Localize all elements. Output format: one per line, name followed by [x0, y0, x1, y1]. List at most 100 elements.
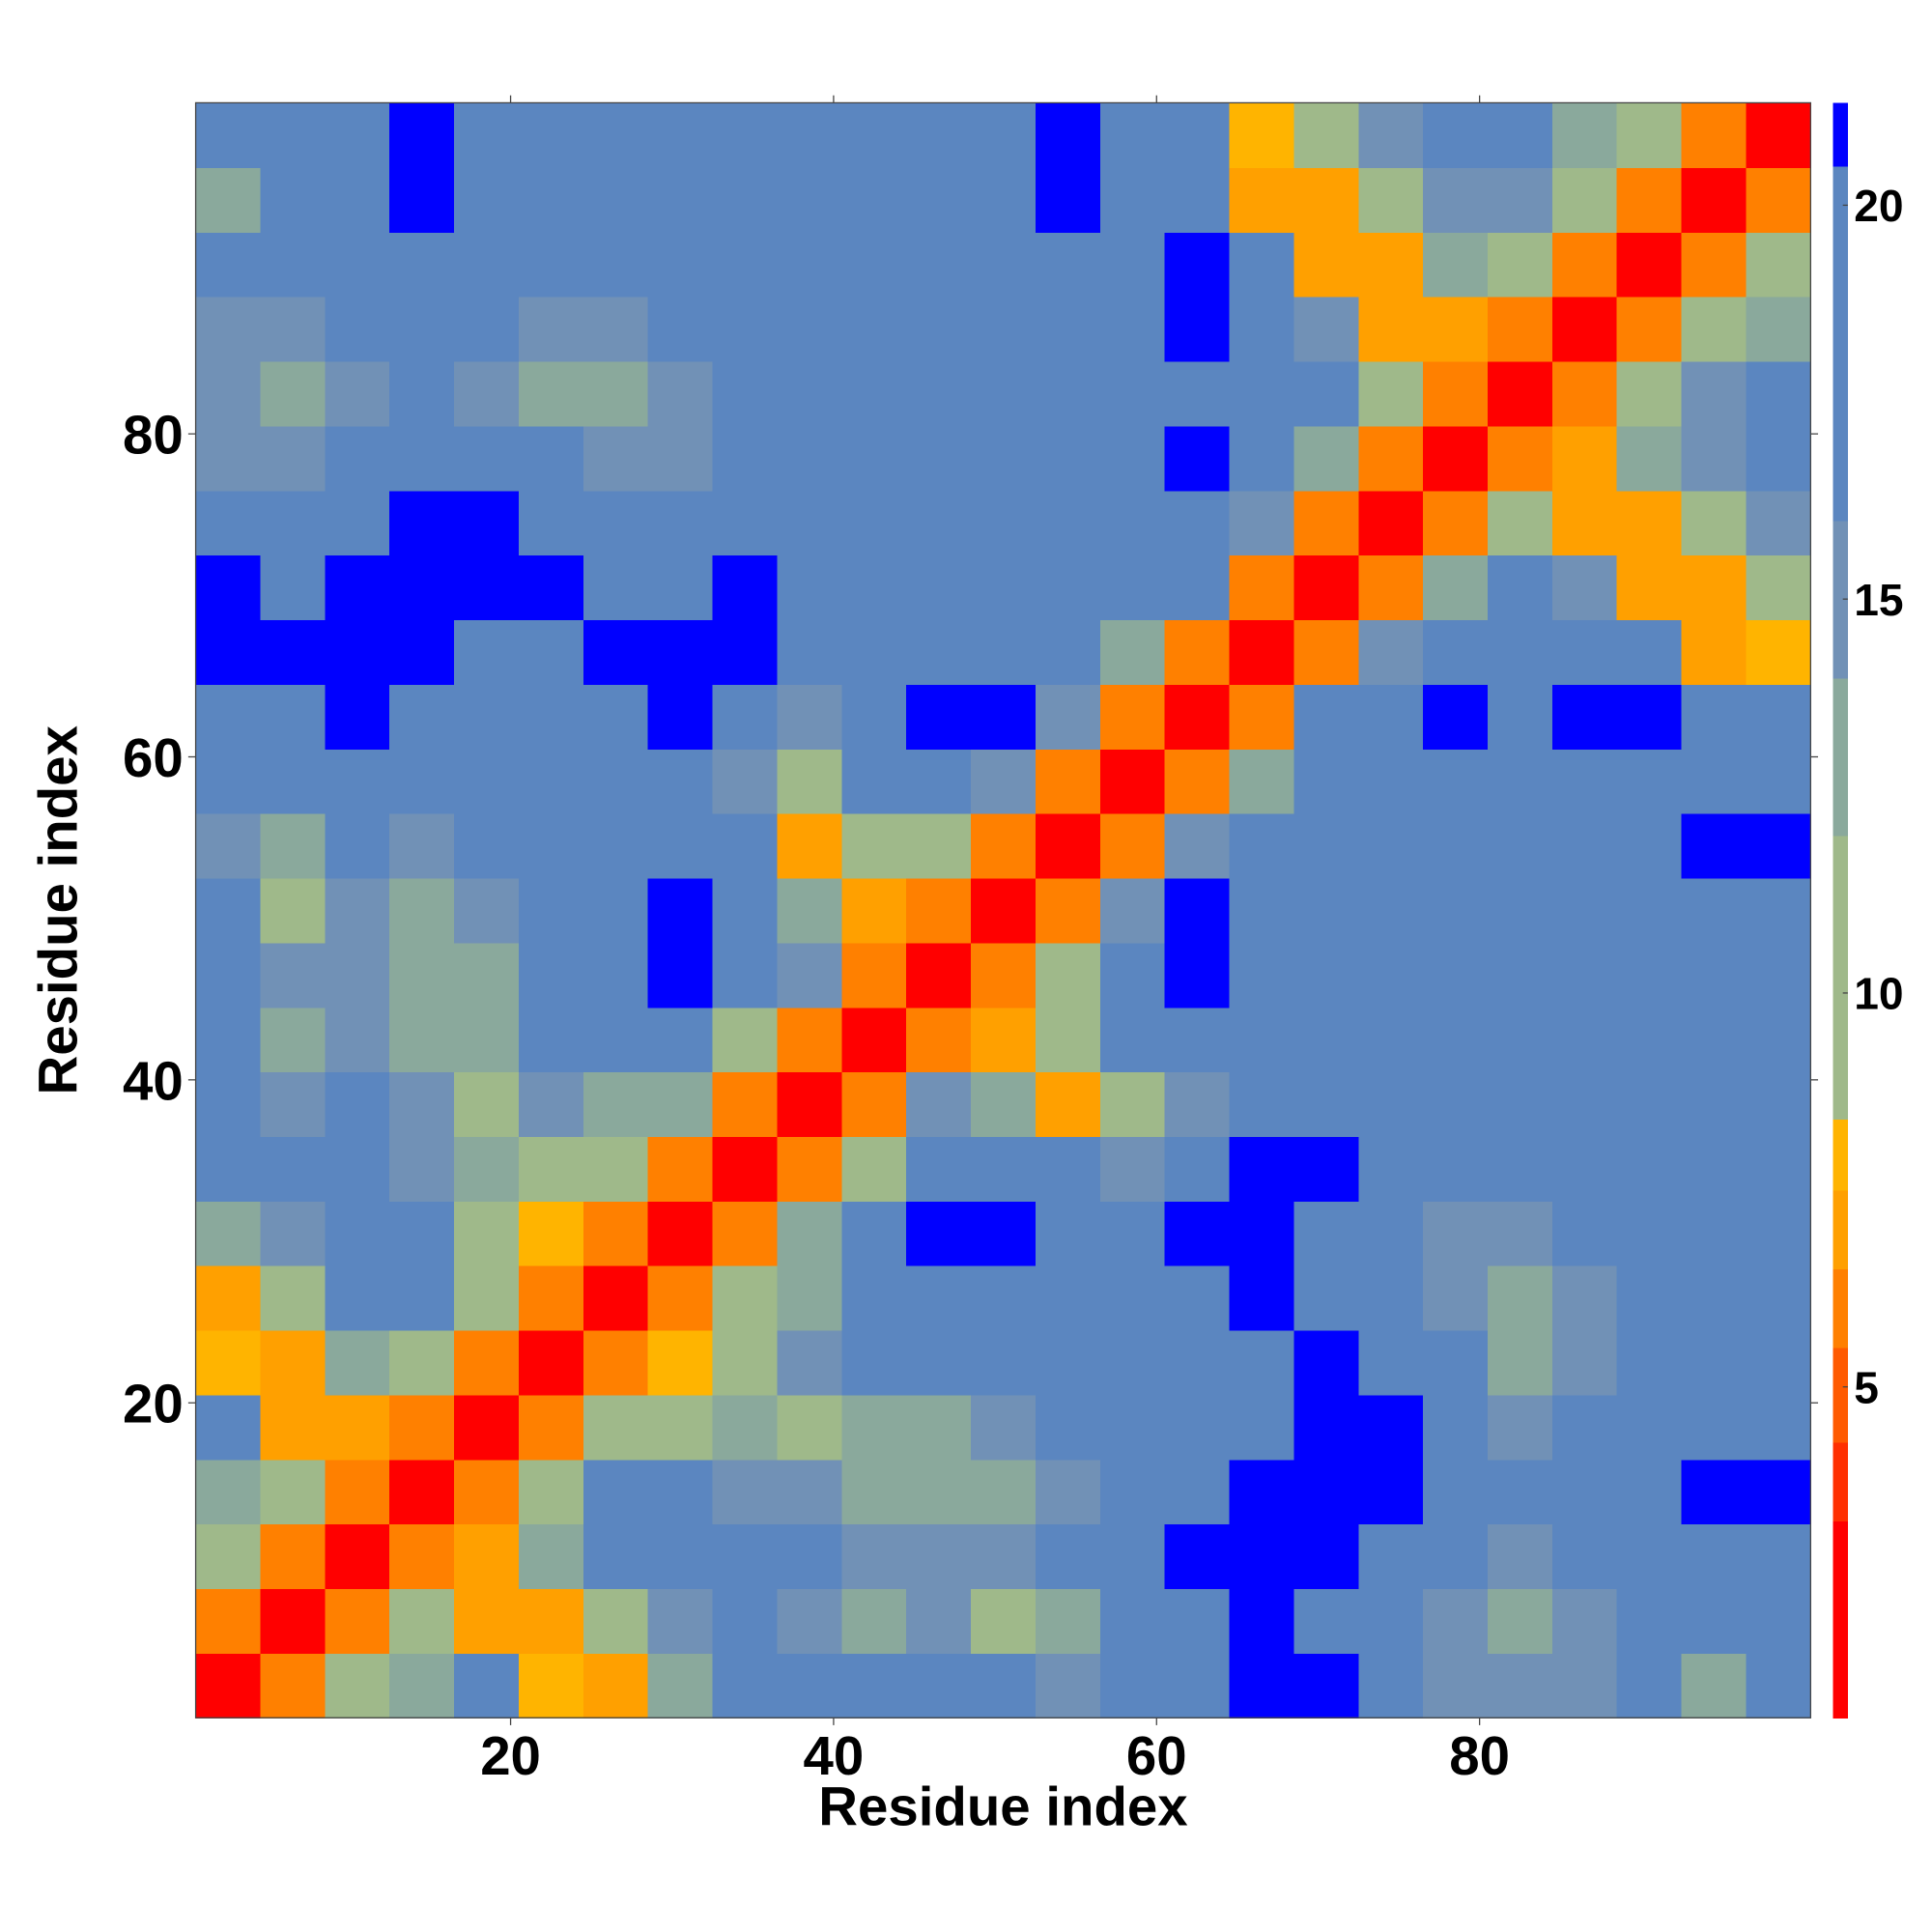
heatmap-cell: [647, 167, 714, 233]
heatmap-cell: [1293, 813, 1359, 879]
heatmap-cell: [841, 1136, 907, 1202]
heatmap-cell: [1164, 425, 1231, 492]
heatmap-cell: [389, 749, 455, 814]
heatmap-cell: [389, 1265, 455, 1331]
heatmap-cell: [518, 877, 584, 944]
heatmap-cell: [1164, 1459, 1231, 1525]
heatmap-cell: [325, 1136, 390, 1202]
heatmap-cell: [647, 360, 714, 427]
heatmap-cell: [906, 1007, 972, 1073]
heatmap-cell: [195, 942, 262, 1009]
heatmap-cell: [325, 1265, 390, 1331]
heatmap-cell: [389, 425, 455, 492]
heatmap-cell: [260, 1459, 326, 1525]
heatmap-cell: [518, 1007, 584, 1073]
heatmap-cell: [777, 942, 842, 1009]
heatmap-cell: [1487, 1136, 1553, 1202]
heatmap-cell: [260, 297, 326, 362]
heatmap-cell: [260, 619, 326, 685]
heatmap-cell: [1099, 1459, 1166, 1525]
heatmap-cell: [1358, 684, 1424, 750]
heatmap-cell: [1551, 1201, 1618, 1266]
heatmap-cell: [1035, 1007, 1101, 1073]
heatmap-cell: [1616, 1459, 1683, 1525]
heatmap-cell: [712, 1265, 779, 1331]
heatmap-cell: [1099, 167, 1166, 233]
heatmap-cell: [1358, 813, 1424, 879]
heatmap-cell: [1293, 1265, 1359, 1331]
heatmap-cell: [777, 1007, 842, 1073]
heatmap-cell: [971, 167, 1037, 233]
heatmap-cell: [777, 232, 842, 298]
heatmap-cell: [647, 1459, 714, 1525]
heatmap-cell: [1681, 749, 1747, 814]
heatmap-cell: [582, 684, 649, 750]
heatmap-cell: [1487, 554, 1553, 621]
heatmap-cell: [971, 1007, 1037, 1073]
heatmap-cell: [1293, 167, 1359, 233]
heatmap-cell: [1616, 102, 1683, 168]
heatmap-cell: [1035, 1588, 1101, 1654]
heatmap-cell: [841, 1329, 907, 1396]
heatmap-cell: [647, 749, 714, 814]
heatmap-cell: [712, 297, 779, 362]
heatmap-cell: [325, 1201, 390, 1266]
heatmap-cell: [1551, 942, 1618, 1009]
heatmap-cell: [971, 232, 1037, 298]
heatmap-cell: [777, 619, 842, 685]
heatmap-cell: [454, 877, 520, 944]
heatmap-cell: [1293, 297, 1359, 362]
heatmap-cell: [1487, 167, 1553, 233]
heatmap-cell: [1035, 102, 1101, 168]
heatmap-cell: [518, 102, 584, 168]
heatmap-cell: [260, 360, 326, 427]
heatmap-cell: [1099, 1523, 1166, 1590]
colorbar-segment: [1833, 165, 1848, 522]
heatmap-cell: [1616, 360, 1683, 427]
heatmap-cell: [841, 232, 907, 298]
heatmap-cell: [712, 102, 779, 168]
heatmap-cell: [1423, 684, 1489, 750]
heatmap-cell: [647, 619, 714, 685]
heatmap-cell: [841, 1459, 907, 1525]
heatmap-cell: [647, 232, 714, 298]
heatmap-cell: [1358, 167, 1424, 233]
heatmap-cell: [1746, 232, 1811, 298]
heatmap-cell: [712, 1329, 779, 1396]
heatmap-cell: [389, 1329, 455, 1396]
heatmap-cell: [1681, 1329, 1747, 1396]
heatmap-cell: [1293, 1136, 1359, 1202]
heatmap-cell: [777, 684, 842, 750]
heatmap-cell: [1423, 1329, 1489, 1396]
colorbar-tick-label: 10: [1854, 969, 1903, 1019]
heatmap-cell: [260, 490, 326, 556]
colorbar-tick-label: 5: [1854, 1362, 1879, 1412]
heatmap-cell: [389, 1201, 455, 1266]
heatmap-cell: [906, 554, 972, 621]
heatmap-cell: [260, 1329, 326, 1396]
heatmap-cell: [712, 1136, 779, 1202]
heatmap-cell: [777, 1329, 842, 1396]
colorbar-segment: [1833, 102, 1848, 167]
heatmap-cell: [712, 1394, 779, 1461]
heatmap-cell: [1487, 425, 1553, 492]
heatmap-cell: [841, 619, 907, 685]
heatmap-cell: [1616, 1071, 1683, 1137]
heatmap-cell: [1616, 1201, 1683, 1266]
heatmap-cell: [1229, 1459, 1295, 1525]
heatmap-cell: [1423, 619, 1489, 685]
heatmap-cell: [841, 1523, 907, 1590]
heatmap-cell: [518, 1071, 584, 1137]
heatmap-cell: [454, 1523, 520, 1590]
heatmap-cell: [712, 554, 779, 621]
heatmap-cell: [518, 813, 584, 879]
plot-frame: [194, 101, 1811, 1719]
heatmap-cell: [1358, 1459, 1424, 1525]
heatmap-cell: [647, 1265, 714, 1331]
heatmap-cell: [325, 1071, 390, 1137]
heatmap-cell: [777, 1588, 842, 1654]
heatmap-cell: [1616, 749, 1683, 814]
heatmap-cell: [1229, 813, 1295, 879]
heatmap-cell: [582, 1653, 649, 1719]
heatmap-cell: [1358, 360, 1424, 427]
